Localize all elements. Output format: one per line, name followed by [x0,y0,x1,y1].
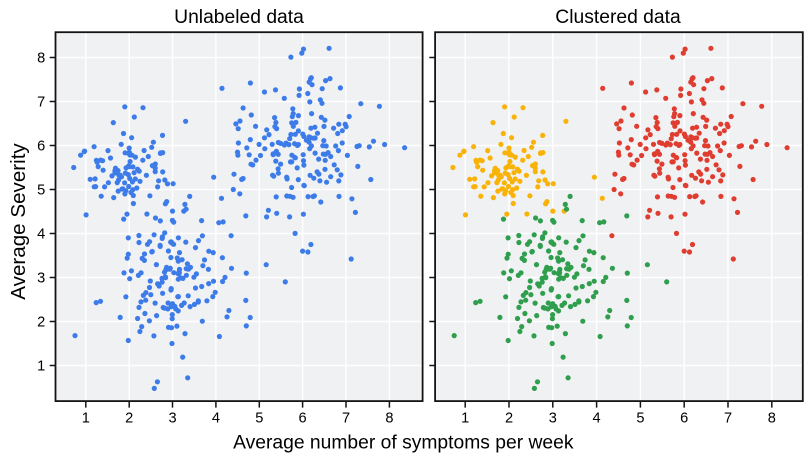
svg-text:Unlabeled data: Unlabeled data [174,7,304,28]
svg-text:1: 1 [82,410,90,426]
svg-text:Clustered data: Clustered data [555,7,681,28]
svg-text:5: 5 [636,410,644,426]
svg-text:6: 6 [680,410,688,426]
svg-text:4: 4 [593,410,601,426]
svg-text:5: 5 [255,410,263,426]
svg-text:1: 1 [461,410,469,426]
svg-text:2: 2 [125,410,133,426]
svg-text:6: 6 [299,410,307,426]
svg-text:6: 6 [37,139,45,155]
svg-text:5: 5 [37,183,45,199]
svg-text:8: 8 [385,410,393,426]
svg-text:3: 3 [37,271,45,287]
svg-text:4: 4 [212,410,220,426]
svg-text:8: 8 [37,51,45,67]
svg-text:2: 2 [37,315,45,331]
svg-text:7: 7 [724,410,732,426]
svg-text:4: 4 [37,227,45,243]
svg-text:1: 1 [37,359,45,375]
svg-text:2: 2 [505,410,513,426]
svg-text:Average Severity: Average Severity [7,143,30,300]
svg-text:7: 7 [37,95,45,111]
svg-text:3: 3 [549,410,557,426]
svg-text:8: 8 [768,410,776,426]
svg-text:3: 3 [168,410,176,426]
svg-text:Average number of symptoms per: Average number of symptoms per week [233,433,574,454]
svg-text:7: 7 [342,410,350,426]
